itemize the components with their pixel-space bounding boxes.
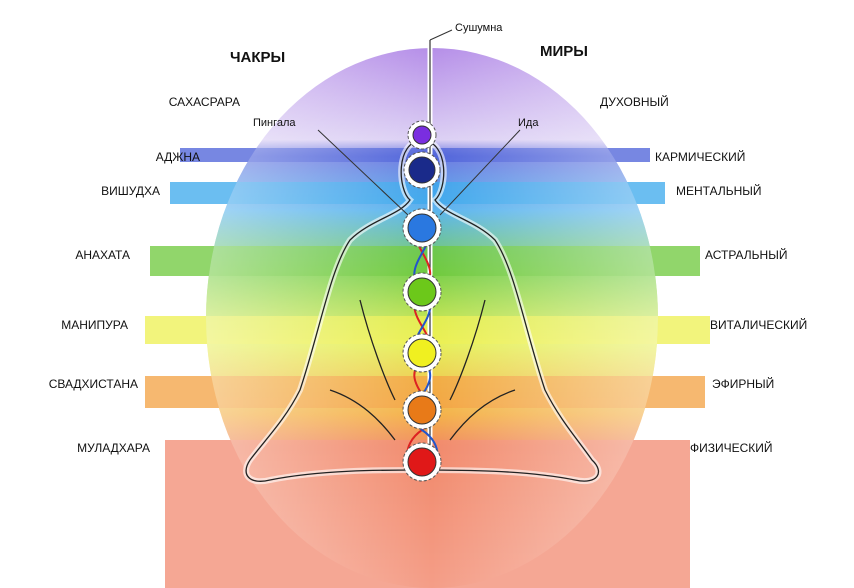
pointer <box>430 30 452 40</box>
chakra-label: АНАХАТА <box>75 248 130 262</box>
world-label: АСТРАЛЬНЫЙ <box>705 247 787 262</box>
chakra <box>408 278 436 306</box>
chakra-label: СВАДХИСТАНА <box>49 377 138 391</box>
chakra-diagram: ЧАКРЫ МИРЫ Сушумна Пингала Ида САХАСРАРА… <box>0 0 854 588</box>
chakra <box>413 126 431 144</box>
chakra <box>408 339 436 367</box>
pingala-label: Пингала <box>253 117 296 129</box>
world-label: ЭФИРНЫЙ <box>712 376 774 391</box>
chakra-label: АДЖНА <box>156 150 200 164</box>
world-label: МЕНТАЛЬНЫЙ <box>676 183 762 198</box>
sushumna-label: Сушумна <box>455 22 503 34</box>
chakra <box>408 396 436 424</box>
chakra <box>408 448 436 476</box>
chakra <box>408 214 436 242</box>
chakra-label: МАНИПУРА <box>61 318 128 332</box>
world-label: ВИТАЛИЧЕСКИЙ <box>710 317 807 332</box>
chakras-header: ЧАКРЫ <box>230 49 285 66</box>
world-label: ФИЗИЧЕСКИЙ <box>690 440 773 455</box>
chakra-label: МУЛАДХАРА <box>77 441 150 455</box>
world-label: ДУХОВНЫЙ <box>600 94 669 109</box>
chakra-label: ВИШУДХА <box>101 184 160 198</box>
ida-label: Ида <box>518 117 539 129</box>
chakra-label: САХАСРАРА <box>169 95 240 109</box>
worlds-header: МИРЫ <box>540 43 588 60</box>
chakra <box>409 157 435 183</box>
world-label: КАРМИЧЕСКИЙ <box>655 149 745 164</box>
